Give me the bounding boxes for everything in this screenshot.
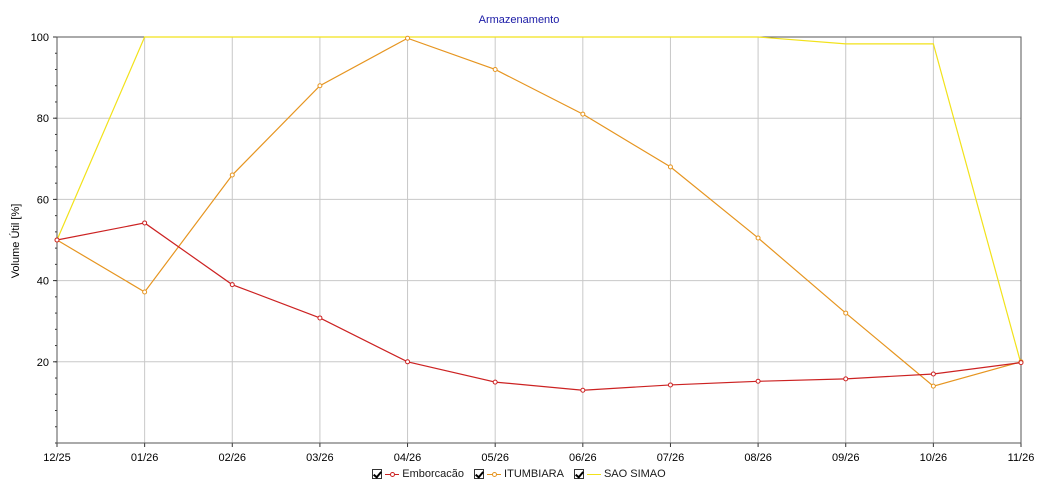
legend-checkbox[interactable] [372,469,383,479]
data-point [843,310,849,316]
x-tick-label: 07/26 [657,452,685,464]
y-tick-label: 100 [31,32,49,44]
data-point [667,382,673,388]
legend-label: ITUMBIARA [504,468,564,480]
x-tick-label: 09/26 [832,452,860,464]
legend-item[interactable]: Emborcacão [372,468,464,480]
data-point [667,164,673,170]
x-tick-label: 06/26 [569,452,597,464]
legend-swatch-icon [487,470,502,478]
data-point [755,235,761,241]
y-tick-label: 40 [37,276,49,288]
legend-swatch-icon [385,470,400,478]
y-tick-label: 20 [37,357,49,369]
series-line [56,222,1022,391]
x-tick-label: 10/26 [920,452,948,464]
x-tick-label: 08/26 [744,452,772,464]
x-tick-label: 05/26 [481,452,509,464]
data-point [317,83,323,89]
series-line [56,36,1022,364]
y-tick-label: 60 [37,194,49,206]
series-line [56,37,1022,387]
legend-checkbox[interactable] [573,469,584,479]
data-point [580,111,586,117]
chart-svg: Armazenamento Volume Útil [%] 20 40 60 80 10… [9,14,1035,464]
data-point [755,378,761,384]
plot-border [56,36,1022,444]
data-point [843,376,849,382]
data-point [229,172,235,178]
chart-title: Armazenamento [479,14,560,26]
y-axis-label: Volume Útil [%] [9,204,22,279]
x-tick-label: 04/26 [394,452,422,464]
data-point [930,371,936,377]
data-point [142,220,148,226]
plot-area: 20 40 60 80 100 12/25 01/26 02/26 03/26 04/26 05/2… [31,32,1035,464]
legend: Emborcacão ITUMBIARA SAO SIMAO [0,466,1038,482]
y-tick-label: 80 [37,113,49,125]
legend-label: Emborcacão [402,468,465,480]
legend-item[interactable]: SAO SIMAO [573,468,666,480]
data-point [492,66,498,72]
data-point [492,379,498,385]
x-tick-label: 11/26 [1008,452,1035,464]
data-point [405,359,411,365]
legend-label: SAO SIMAO [603,468,666,480]
data-point [229,282,235,288]
data-point [142,289,148,295]
data-point [54,237,60,243]
x-tick-label: 12/25 [43,452,71,464]
x-tick-label: 01/26 [131,452,159,464]
legend-checkbox[interactable] [474,469,485,479]
data-point [405,35,411,41]
x-tick-label: 03/26 [306,452,334,464]
data-point [930,383,936,389]
x-tick-label: 02/26 [219,452,247,464]
data-point [1018,360,1024,366]
data-point [317,315,323,321]
data-point [580,387,586,393]
legend-item[interactable]: ITUMBIARA [474,468,564,480]
legend-swatch-icon [586,470,601,478]
